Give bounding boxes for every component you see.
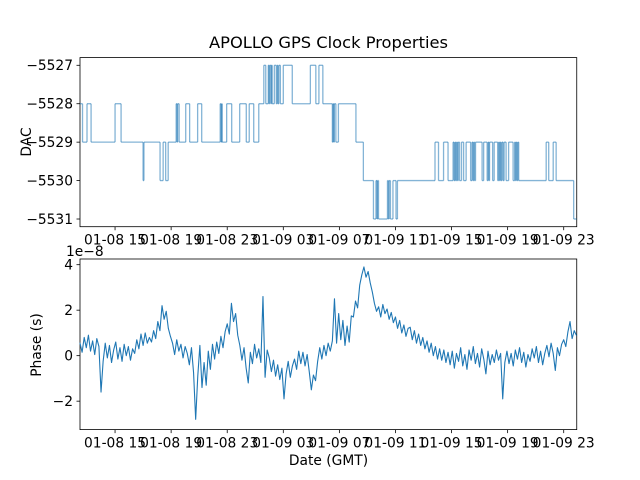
x-tick-label: 01-08 23 — [196, 233, 258, 249]
x-tick-label: 01-09 03 — [252, 233, 314, 249]
x-tick-label: 01-09 23 — [533, 233, 595, 249]
x-tick-label: 01-09 11 — [364, 435, 426, 451]
x-tick-label: 01-09 07 — [308, 435, 370, 451]
x-axis-label: Date (GMT) — [288, 453, 369, 469]
x-tick-label: 01-09 03 — [252, 435, 314, 451]
x-tick-label: 01-09 15 — [421, 435, 483, 451]
phase-offset-exponent: 1e−8 — [66, 244, 104, 260]
x-tick-label: 01-08 19 — [140, 233, 202, 249]
x-tick-label: 01-09 19 — [477, 435, 539, 451]
y-tick-label: 2 — [64, 303, 73, 319]
y-tick-label: −5527 — [26, 58, 73, 74]
x-tick-label: 01-08 15 — [84, 435, 146, 451]
x-tick-label: 01-09 23 — [533, 435, 595, 451]
y-tick-label: −5528 — [26, 97, 73, 113]
x-tick-label: 01-09 15 — [421, 233, 483, 249]
y-tick-label: −2 — [53, 394, 73, 410]
x-tick-label: 01-08 23 — [196, 435, 258, 451]
y-tick-label: −5531 — [26, 212, 73, 228]
chart-title: APOLLO GPS Clock Properties — [209, 33, 448, 52]
y-tick-label: 0 — [64, 349, 73, 365]
x-tick-label: 01-09 07 — [308, 233, 370, 249]
x-tick-label: 01-09 11 — [364, 233, 426, 249]
y-tick-label: 4 — [64, 258, 73, 274]
phase-y-axis-label: Phase (s) — [29, 313, 45, 377]
x-tick-label: 01-08 19 — [140, 435, 202, 451]
x-tick-label: 01-08 15 — [84, 233, 146, 249]
y-tick-label: −5530 — [26, 173, 73, 189]
y-tick-label: −5529 — [26, 135, 73, 151]
x-tick-label: 01-09 19 — [477, 233, 539, 249]
dac-y-axis-label: DAC — [19, 127, 35, 157]
phase-line-series — [79, 266, 577, 420]
